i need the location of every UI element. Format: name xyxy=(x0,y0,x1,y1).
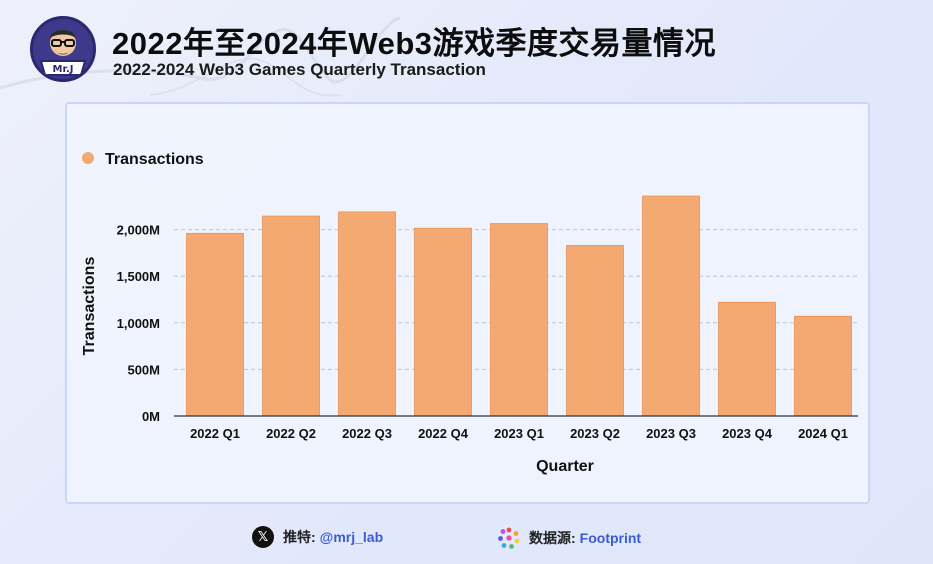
x-tick-label: 2023 Q1 xyxy=(494,426,544,441)
page-title: 2022年至2024年Web3游戏季度交易量情况 xyxy=(112,26,717,61)
x-tick-label: 2023 Q4 xyxy=(722,426,773,441)
mrj-avatar-icon: Mr.J xyxy=(39,30,87,76)
twitter-credit: 𝕏 推特: @mrj_lab xyxy=(252,526,383,548)
x-logo-icon: 𝕏 xyxy=(252,526,274,548)
x-tick-label: 2022 Q4 xyxy=(418,426,469,441)
bar xyxy=(718,301,776,417)
x-tick-label: 2023 Q2 xyxy=(570,426,620,441)
y-tick-label: 2,000M xyxy=(117,223,160,238)
data-source-credit: 数据源: Footprint xyxy=(497,526,641,550)
x-tick-label: 2022 Q1 xyxy=(190,426,240,441)
bar xyxy=(642,195,700,417)
bar xyxy=(186,232,244,417)
source-name[interactable]: Footprint xyxy=(579,530,642,546)
logo-text: Mr.J xyxy=(53,64,74,75)
x-tick-label: 2023 Q3 xyxy=(646,426,696,441)
mrj-logo: Mr.J xyxy=(30,16,96,82)
bar xyxy=(338,211,396,417)
x-axis-title: Quarter xyxy=(536,458,594,475)
legend-label: Transactions xyxy=(105,151,204,168)
y-tick-label: 0M xyxy=(142,409,160,424)
y-tick-label: 500M xyxy=(127,362,160,377)
bar xyxy=(490,223,548,417)
y-axis-title: Transactions xyxy=(81,257,98,356)
source-label: 数据源: xyxy=(529,530,576,546)
y-tick-label: 1,000M xyxy=(117,316,160,331)
footprint-logo-icon xyxy=(498,527,520,549)
twitter-handle[interactable]: @mrj_lab xyxy=(319,529,384,545)
x-tick-label: 2024 Q1 xyxy=(798,426,848,441)
bar xyxy=(794,315,852,417)
y-tick-label: 1,500M xyxy=(117,269,160,284)
bar xyxy=(566,245,624,417)
x-tick-label: 2022 Q3 xyxy=(342,426,392,441)
twitter-label: 推特: xyxy=(283,529,316,545)
page-subtitle: 2022-2024 Web3 Games Quarterly Transacti… xyxy=(113,60,486,79)
bar xyxy=(414,227,472,417)
bar xyxy=(262,215,320,417)
x-tick-label: 2022 Q2 xyxy=(266,426,316,441)
legend-swatch xyxy=(82,152,94,164)
